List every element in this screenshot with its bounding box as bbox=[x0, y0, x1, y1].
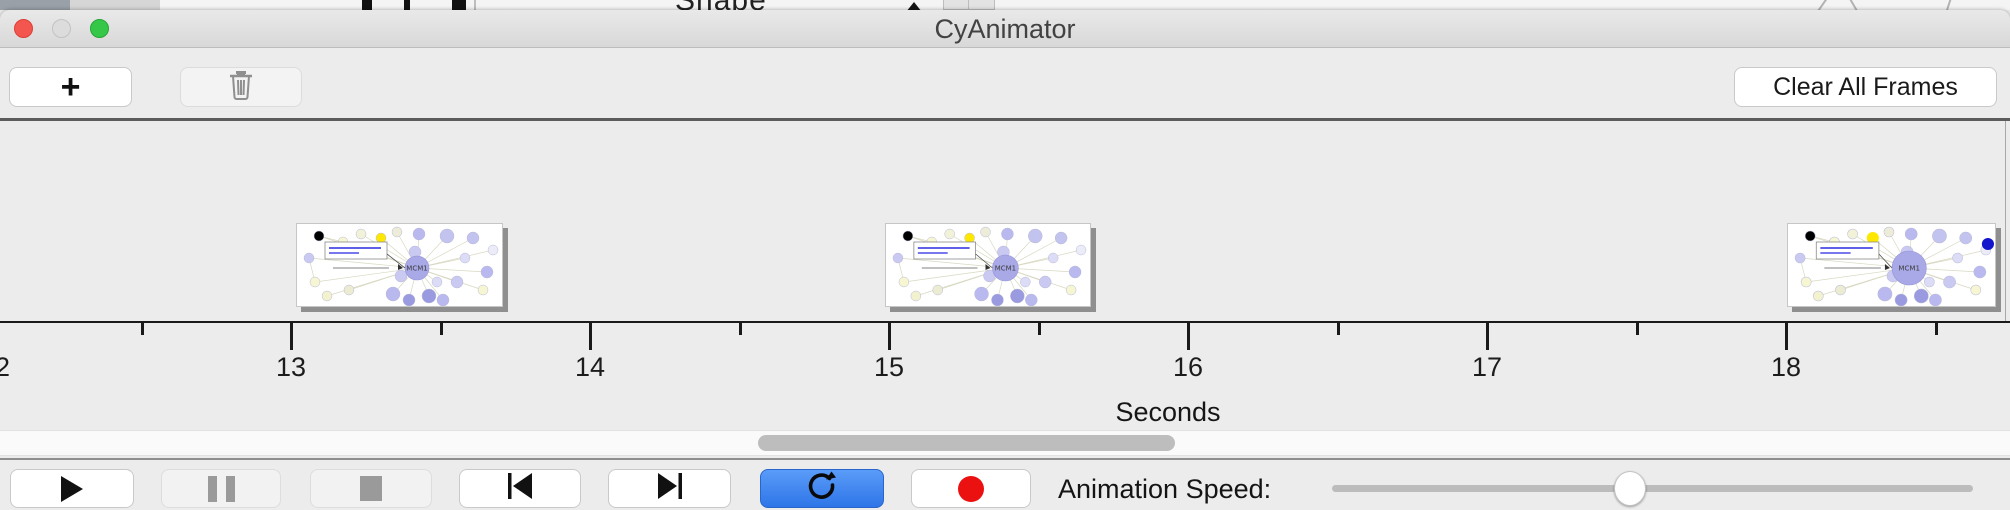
background-app-strip: Shape bbox=[0, 0, 2010, 10]
frame-thumbnail[interactable]: MCM1 bbox=[885, 223, 1091, 307]
major-tick bbox=[290, 323, 293, 350]
minor-tick bbox=[739, 323, 742, 335]
tick-label: 13 bbox=[275, 352, 307, 382]
animation-speed-slider[interactable] bbox=[1332, 471, 1973, 506]
minor-tick bbox=[1337, 323, 1340, 335]
tick-label: 16 bbox=[1172, 352, 1204, 382]
minor-tick bbox=[1038, 323, 1041, 335]
toolbar: + Clear bbox=[0, 49, 2010, 118]
add-frame-button[interactable]: + bbox=[9, 67, 132, 107]
minor-tick bbox=[1935, 323, 1938, 335]
tick-label: 18 bbox=[1770, 352, 1802, 382]
frame-thumbnail[interactable]: MCM1 bbox=[1787, 223, 1996, 307]
major-tick bbox=[1187, 323, 1190, 350]
skip-to-start-icon bbox=[505, 472, 535, 505]
major-tick bbox=[589, 323, 592, 350]
background-fragment bbox=[70, 0, 160, 10]
minor-tick bbox=[141, 323, 144, 335]
scrollbar-thumb[interactable] bbox=[758, 435, 1175, 451]
background-glyph bbox=[362, 0, 372, 10]
tick-label: 15 bbox=[873, 352, 905, 382]
step-back-button[interactable] bbox=[459, 469, 581, 508]
loop-icon bbox=[806, 470, 838, 507]
delete-frame-button[interactable] bbox=[180, 67, 302, 107]
background-network-edge bbox=[1945, 0, 1953, 10]
frame-thumbnail[interactable]: MCM1 bbox=[296, 223, 503, 307]
step-forward-button[interactable] bbox=[608, 469, 731, 508]
minor-tick bbox=[440, 323, 443, 335]
minimize-button[interactable] bbox=[52, 19, 71, 38]
close-button[interactable] bbox=[14, 19, 33, 38]
minor-tick bbox=[1636, 323, 1639, 335]
toolbar-separator bbox=[0, 118, 2010, 121]
timeline-panel[interactable]: 12 13 14 15 16 17 18 MCM1 MCM1 MCM1 Seconds bbox=[0, 121, 2010, 458]
tick-label: 14 bbox=[574, 352, 606, 382]
tick-label: 12 bbox=[0, 352, 11, 382]
major-tick bbox=[1785, 323, 1788, 350]
background-triangle-glyph bbox=[906, 2, 922, 10]
background-partial-text: Shape bbox=[675, 0, 767, 10]
record-button[interactable] bbox=[911, 469, 1031, 508]
timeline-axis bbox=[0, 321, 2010, 323]
zoom-button[interactable] bbox=[90, 19, 109, 38]
titlebar[interactable]: CyAnimator bbox=[0, 10, 2010, 48]
timeline-scrollbar[interactable] bbox=[0, 430, 2010, 456]
window-title: CyAnimator bbox=[934, 14, 1076, 44]
cyanimator-window: CyAnimator + bbox=[0, 10, 2010, 510]
background-glyph bbox=[404, 0, 410, 10]
background-fragment bbox=[0, 0, 70, 10]
pause-button[interactable] bbox=[161, 469, 281, 508]
record-icon bbox=[958, 475, 984, 502]
bottombar-separator bbox=[0, 458, 2010, 460]
axis-title: Seconds bbox=[1115, 397, 1221, 427]
transport-bar: Animation Speed: bbox=[0, 460, 2010, 510]
plus-icon: + bbox=[60, 67, 81, 106]
background-control-fragment bbox=[943, 0, 995, 10]
clear-all-frames-label: Clear All Frames bbox=[1773, 72, 1958, 101]
play-icon bbox=[61, 475, 83, 502]
background-network-edge bbox=[1848, 0, 1858, 10]
stop-button[interactable] bbox=[310, 469, 432, 508]
slider-thumb[interactable] bbox=[1614, 471, 1647, 506]
tick-label: 17 bbox=[1471, 352, 1503, 382]
svg-text:MCM1: MCM1 bbox=[995, 264, 1016, 272]
major-tick bbox=[1486, 323, 1489, 350]
loop-button[interactable] bbox=[760, 469, 884, 508]
major-tick bbox=[888, 323, 891, 350]
clear-all-frames-button[interactable]: Clear All Frames bbox=[1734, 67, 1997, 107]
play-button[interactable] bbox=[10, 469, 134, 508]
svg-text:MCM1: MCM1 bbox=[406, 265, 427, 273]
pause-icon bbox=[207, 475, 235, 502]
svg-text:MCM1: MCM1 bbox=[1898, 264, 1920, 273]
skip-to-end-icon bbox=[655, 472, 685, 505]
background-network-edge bbox=[1817, 0, 1829, 10]
background-glyph bbox=[452, 0, 466, 10]
trash-icon bbox=[227, 70, 255, 105]
background-divider bbox=[474, 0, 476, 10]
stop-icon bbox=[360, 476, 382, 501]
animation-speed-label: Animation Speed: bbox=[1058, 474, 1272, 504]
timeline-right-border bbox=[2005, 121, 2006, 321]
